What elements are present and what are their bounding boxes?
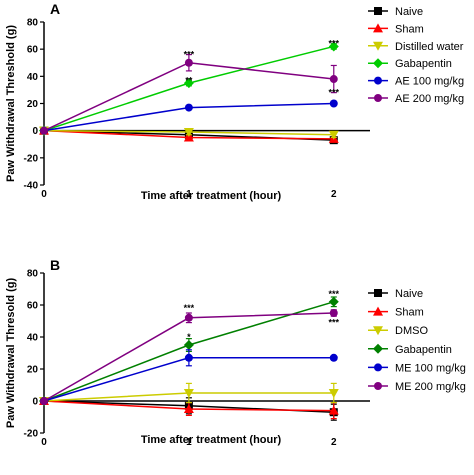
legend-label: Naive	[395, 288, 423, 300]
y-tick-label: 40	[27, 333, 39, 344]
data-point	[329, 99, 338, 108]
legend-item: AE 200 mg/kg	[368, 93, 464, 105]
data-point	[183, 389, 194, 398]
legend-label: Gabapentin	[395, 344, 452, 356]
legend-label: AE 200 mg/kg	[395, 93, 464, 105]
legend-label: Naive	[395, 6, 423, 18]
data-point	[183, 404, 194, 413]
legend-label: Sham	[395, 23, 424, 35]
legend-label: ME 100 mg/kg	[395, 362, 466, 374]
data-point	[184, 313, 193, 322]
data-point	[329, 309, 338, 317]
legend-marker	[373, 343, 383, 354]
legend-marker	[374, 76, 382, 85]
y-tick-label: 0	[32, 126, 38, 137]
y-tick-label: 60	[27, 45, 39, 56]
significance-label: ***	[329, 39, 340, 49]
data-point	[329, 75, 338, 84]
significance-label: ***	[329, 88, 340, 98]
legend-item: Sham	[368, 23, 424, 35]
x-axis-label: Time after treatment (hour)	[141, 434, 282, 446]
legend-marker	[373, 306, 383, 316]
significance-label: ***	[329, 318, 340, 328]
legend-label: ME 200 mg/kg	[395, 381, 466, 393]
chart-panel-a: A -40 -20 0 20 40 60 80 0 1 2 Time after treatment …	[5, 1, 464, 202]
legend-label: Distilled water	[395, 41, 464, 53]
data-point	[40, 126, 48, 135]
y-tick-label: 20	[27, 365, 39, 376]
panel-label: B	[50, 257, 60, 273]
data-point	[183, 128, 194, 138]
significance-label: *	[187, 332, 191, 342]
series-ae-200-mg-kg	[40, 53, 338, 135]
legend-marker	[373, 41, 383, 51]
y-tick-label: 80	[27, 269, 39, 280]
data-point	[184, 58, 193, 67]
significance-label: ***	[184, 50, 195, 60]
legend-item: DMSO	[368, 325, 428, 337]
significance-label: **	[185, 75, 193, 85]
x-tick-label: 2	[331, 189, 337, 200]
y-tick-label: -20	[24, 429, 39, 440]
legend-marker	[374, 94, 382, 102]
legend-item: Gabapentin	[368, 343, 452, 356]
data-point	[184, 353, 193, 362]
legend-label: Gabapentin	[395, 58, 452, 70]
y-tick-label: -40	[24, 181, 39, 192]
legend-marker	[374, 363, 382, 372]
data-point	[184, 103, 193, 112]
y-tick-label: 60	[27, 301, 39, 312]
x-tick-label: 2	[331, 437, 337, 448]
y-tick-label: 20	[27, 99, 39, 110]
legend-item: ME 100 mg/kg	[368, 362, 466, 374]
legend-marker	[373, 326, 383, 336]
data-point	[329, 353, 338, 362]
series-gabapentin	[39, 296, 339, 406]
legend-item: Gabapentin	[368, 58, 452, 70]
legend-label: Sham	[395, 307, 424, 319]
data-point	[183, 78, 194, 89]
x-tick-label: 1	[186, 189, 192, 200]
y-axis-label: Paw Withdrawal Thresold (g)	[5, 278, 17, 429]
data-point	[183, 340, 194, 350]
data-point	[328, 41, 339, 52]
x-axis-label: Time after treatment (hour)	[141, 190, 282, 202]
legend-item: Distilled water	[368, 41, 464, 53]
legend-item: Naive	[368, 6, 423, 18]
legend-label: AE 100 mg/kg	[395, 76, 464, 88]
legend-marker	[374, 382, 382, 390]
legend-item: Naive	[368, 288, 423, 300]
legend-item: ME 200 mg/kg	[368, 381, 466, 393]
legend-marker	[374, 289, 382, 297]
y-axis-label: Paw Withdrawal Threshold (g)	[5, 25, 17, 182]
y-tick-label: -20	[24, 153, 39, 164]
x-tick-label: 0	[41, 189, 47, 200]
legend-label: DMSO	[395, 325, 428, 337]
legend-marker	[373, 58, 383, 69]
data-point	[328, 130, 339, 140]
significance-label: ***	[184, 303, 195, 313]
data-point	[328, 389, 339, 398]
y-tick-label: 40	[27, 72, 39, 83]
data-point	[328, 405, 339, 415]
y-tick-label: 0	[32, 397, 38, 408]
legend-item: Sham	[368, 306, 424, 319]
y-tick-label: 80	[27, 18, 39, 29]
significance-label: ***	[329, 289, 340, 299]
x-tick-label: 0	[41, 437, 47, 448]
panel-label: A	[50, 1, 60, 17]
legend-marker	[373, 23, 383, 33]
data-point	[328, 296, 339, 307]
series-line	[43, 61, 334, 132]
legend-marker	[374, 7, 382, 15]
series-me-200-mg-kg	[40, 309, 338, 405]
legend-item: AE 100 mg/kg	[368, 76, 464, 88]
x-tick-label: 1	[186, 437, 192, 448]
data-point	[40, 397, 48, 405]
